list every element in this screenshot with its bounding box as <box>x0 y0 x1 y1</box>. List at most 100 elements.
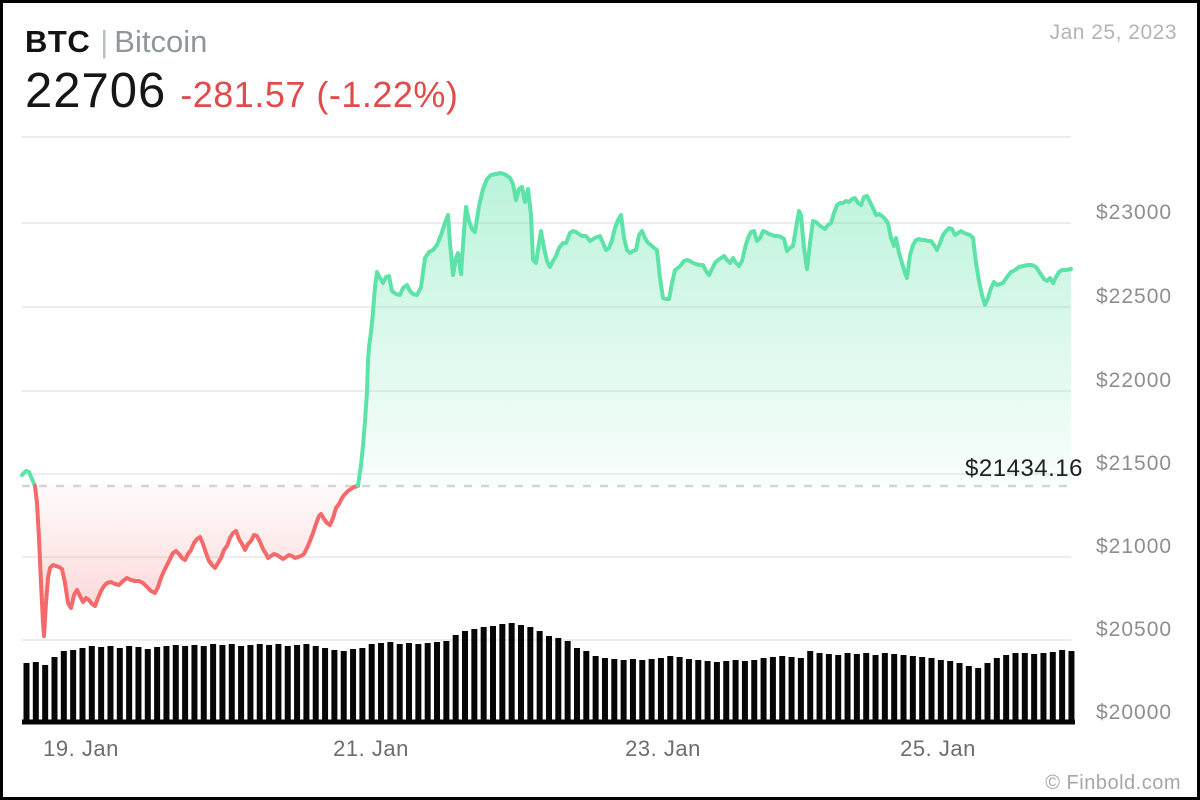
volume-bar <box>434 642 441 721</box>
x-axis-label: 25. Jan <box>900 736 976 761</box>
volume-bar <box>928 658 935 721</box>
y-axis-label: $21500 <box>1096 452 1173 475</box>
volume-bar <box>872 655 879 721</box>
volume-bar <box>984 663 991 721</box>
y-axis-label: $21000 <box>1096 535 1173 558</box>
volume-bar <box>1012 653 1019 721</box>
y-axis-label: $22000 <box>1096 369 1173 392</box>
volume-bar <box>676 657 683 721</box>
current-price: 22706 <box>25 64 167 118</box>
volume-bar <box>490 626 496 721</box>
volume-bar <box>415 644 422 721</box>
volume-bar <box>769 657 776 721</box>
volume-bar <box>462 631 469 721</box>
volume-bar <box>23 663 30 721</box>
volume-bar <box>32 662 39 721</box>
volume-bar <box>79 648 86 721</box>
volume-bar <box>1068 651 1075 721</box>
volume-bar <box>210 644 217 721</box>
volume-bar <box>322 648 329 721</box>
volume-bar <box>452 635 459 721</box>
volume-bar <box>695 660 702 721</box>
price-change: -281.57 (-1.22%) <box>180 74 459 115</box>
volume-bar <box>60 651 67 721</box>
volume-bar <box>844 653 851 721</box>
volume-bar <box>107 646 114 721</box>
volume-bar <box>835 655 842 721</box>
watermark: © Finbold.com <box>1045 772 1181 794</box>
volume-bar <box>807 651 814 721</box>
volume-bar <box>340 651 347 721</box>
volume-bar <box>172 645 179 721</box>
volume-bar <box>704 661 711 721</box>
date-label: Jan 25, 2023 <box>1049 21 1177 44</box>
volume-bar <box>937 660 944 721</box>
volume-bar <box>947 661 954 721</box>
volume-bar <box>378 643 385 721</box>
title-row: BTC | Bitcoin <box>25 25 207 59</box>
volume-bar <box>182 646 189 721</box>
volume-bar <box>592 656 599 721</box>
volume-bar <box>1003 655 1010 721</box>
volume-bar <box>723 661 730 721</box>
volume-bar <box>424 643 431 721</box>
volume-bar <box>368 644 375 721</box>
title-separator: | <box>100 24 109 59</box>
volume-bar <box>238 646 245 721</box>
price-line-green-start <box>20 469 37 488</box>
volume-bar <box>909 656 916 721</box>
volume-bar <box>573 648 580 721</box>
volume-bar <box>98 647 105 721</box>
volume-bar <box>975 668 982 721</box>
volume-bar <box>891 654 898 721</box>
y-axis-label: $20000 <box>1096 701 1173 724</box>
volume-bar <box>760 658 767 721</box>
y-axis-label: $23000 <box>1096 201 1173 224</box>
volume-bar <box>1031 654 1038 721</box>
asset-name: Bitcoin <box>114 24 208 59</box>
volume-bar <box>732 660 739 721</box>
volume-bar <box>228 644 235 721</box>
x-axis-label: 21. Jan <box>333 736 409 761</box>
volume-bar <box>154 647 161 721</box>
baseline-price-label: $21434.16 <box>965 455 1083 482</box>
volume-bar <box>284 646 291 721</box>
volume-bar <box>797 658 804 721</box>
volume-bar <box>788 657 795 721</box>
volume-bar <box>956 663 963 721</box>
price-row: 22706 -281.57 (-1.22%) <box>25 63 458 119</box>
volume-bar <box>816 653 823 721</box>
volume-bar <box>993 658 1000 721</box>
volume-bar <box>601 658 608 721</box>
volume-bar <box>713 662 720 721</box>
volume-bar <box>116 648 123 721</box>
volume-bar <box>564 641 571 721</box>
x-axis-label: 19. Jan <box>43 736 119 761</box>
volume-bar <box>219 645 226 721</box>
volume-bar <box>639 660 646 721</box>
volume-bar <box>685 659 692 721</box>
x-axis-label: 23. Jan <box>625 736 701 761</box>
volume-bar <box>406 643 413 721</box>
volume-bar <box>919 657 926 721</box>
volume-bar <box>256 644 263 721</box>
y-axis-label: $22500 <box>1096 285 1173 308</box>
area-fill-above-baseline <box>358 173 1071 486</box>
volume-bar <box>443 641 450 721</box>
volume-bar <box>303 644 310 721</box>
volume-bar <box>275 644 282 721</box>
volume-bar <box>545 636 552 721</box>
volume-bar <box>751 660 758 721</box>
volume-bar <box>312 646 319 721</box>
volume-bar <box>144 649 151 721</box>
volume-bar <box>331 650 338 721</box>
volume-bar <box>499 624 506 721</box>
volume-bar <box>480 627 487 721</box>
volume-bar <box>620 660 627 721</box>
volume-bar <box>583 651 590 721</box>
asset-symbol: BTC <box>25 24 91 59</box>
volume-bar <box>881 653 888 721</box>
volume-bar <box>629 659 636 721</box>
volume-bar <box>471 629 478 721</box>
